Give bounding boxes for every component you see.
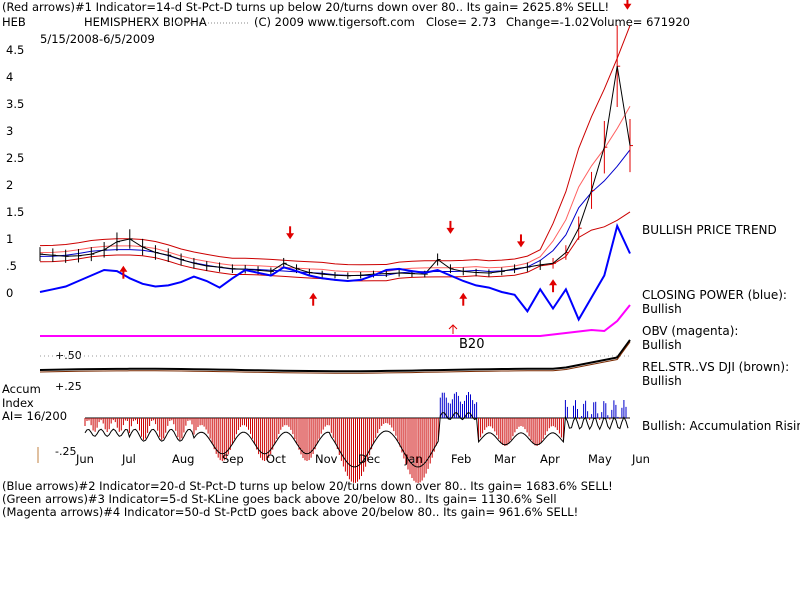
relstr-label: REL.STR..VS DJI (brown): — [642, 360, 789, 374]
b20-arrow-head — [448, 324, 458, 330]
y-axis-ticks: 4.543.532.521.51.50 — [6, 43, 24, 300]
accum-subtitle: Index — [2, 396, 34, 410]
y-tick-label: 2 — [6, 178, 13, 192]
x-month-label: Nov — [315, 452, 338, 466]
obv-label: OBV (magenta): — [642, 324, 738, 338]
red-arrow-down-head — [446, 227, 455, 234]
y-tick-label: 3.5 — [6, 97, 24, 111]
x-month-label: Mar — [494, 452, 516, 466]
signal-arrows — [119, 0, 632, 334]
price-bars — [39, 25, 633, 279]
x-month-label: Feb — [451, 452, 471, 466]
red-arrow-down-head — [623, 3, 632, 10]
red-arrow-up-head — [119, 265, 128, 272]
y-tick-label: .5 — [6, 259, 17, 273]
footer-line2: (Green arrows)#3 Indicator=5-d St-KLine … — [2, 492, 557, 506]
x-month-label: Jun — [631, 452, 650, 466]
ticker-label: HEB — [2, 15, 26, 29]
copyright-text: (C) 2009 www.tigersoft.com — [254, 15, 415, 29]
y-tick-label: 1 — [6, 232, 13, 246]
y-tick-label: 1.5 — [6, 205, 24, 219]
relstr-status: Bullish — [642, 374, 682, 388]
minus25-label: -.25 — [55, 445, 76, 458]
x-axis-months: Jun Jul Aug Sep Oct Nov Dec Jan Feb Mar Apr May Jun — [75, 452, 650, 466]
y-tick-label: 0 — [6, 286, 13, 300]
obv-line — [40, 304, 631, 337]
accum-ma-line — [84, 411, 629, 468]
price-line — [39, 66, 631, 277]
closing-power-series — [39, 223, 631, 322]
accum-index-series — [84, 392, 629, 483]
x-month-label: Aug — [172, 452, 194, 466]
y-tick-label: 2.5 — [6, 151, 24, 165]
x-month-label: Sep — [222, 452, 244, 466]
plus25-label: +.25 — [55, 380, 82, 393]
red-arrow-up-head — [459, 292, 468, 299]
company-name: HEMISPHERX BIOPHA — [84, 15, 207, 29]
x-month-label: Dec — [358, 452, 380, 466]
y-tick-label: 4 — [6, 70, 13, 84]
red-arrow-up-head — [309, 292, 318, 299]
relstr-series — [39, 339, 631, 374]
header-line1: (Red arrows)#1 Indicator=14-d St-Pct-D t… — [2, 0, 609, 14]
x-month-label: Jan — [404, 452, 423, 466]
closing-power-status: Bullish — [642, 302, 682, 316]
red-arrow-up-head — [549, 279, 558, 286]
trend-band-line — [39, 149, 631, 277]
footer-line1: (Blue arrows)#2 Indicator=20-d St-Pct-D … — [2, 479, 613, 493]
closing-power-label: CLOSING POWER (blue): — [642, 288, 787, 302]
y-tick-label: 3 — [6, 124, 13, 138]
accum-title: Accum — [2, 382, 41, 396]
volume-value: Volume= 671920 — [590, 15, 690, 29]
change-value: Change=-1.02 — [506, 15, 589, 29]
obv-series — [40, 304, 631, 337]
close-value: Close= 2.73 — [426, 15, 496, 29]
ai-value: AI= 16/200 — [2, 409, 67, 423]
closing-power-line — [39, 223, 631, 322]
trend-bands — [39, 25, 631, 282]
trend-band-line — [39, 25, 631, 266]
b20-label: B20 — [459, 337, 484, 352]
date-range: 5/15/2008-6/5/2009 — [40, 32, 155, 46]
obv-status: Bullish — [642, 338, 682, 352]
relstr-line — [39, 339, 631, 373]
red-arrow-down-head — [286, 233, 295, 240]
accum-status: Bullish: Accumulation Rising — [642, 419, 800, 433]
footer-line3: (Magenta arrows)#4 Indicator=50-d St-Pct… — [2, 505, 578, 519]
x-month-label: Apr — [540, 452, 560, 466]
x-month-label: Jul — [121, 452, 136, 466]
x-month-label: Jun — [75, 452, 94, 466]
trend-band-line — [39, 106, 631, 273]
x-month-label: May — [588, 452, 612, 466]
relstr-brown-line — [39, 341, 631, 374]
y-tick-label: 4.5 — [6, 43, 24, 57]
price-trend-label: BULLISH PRICE TREND — [642, 223, 777, 237]
red-arrow-down-head — [516, 241, 525, 248]
x-month-label: Oct — [266, 452, 286, 466]
